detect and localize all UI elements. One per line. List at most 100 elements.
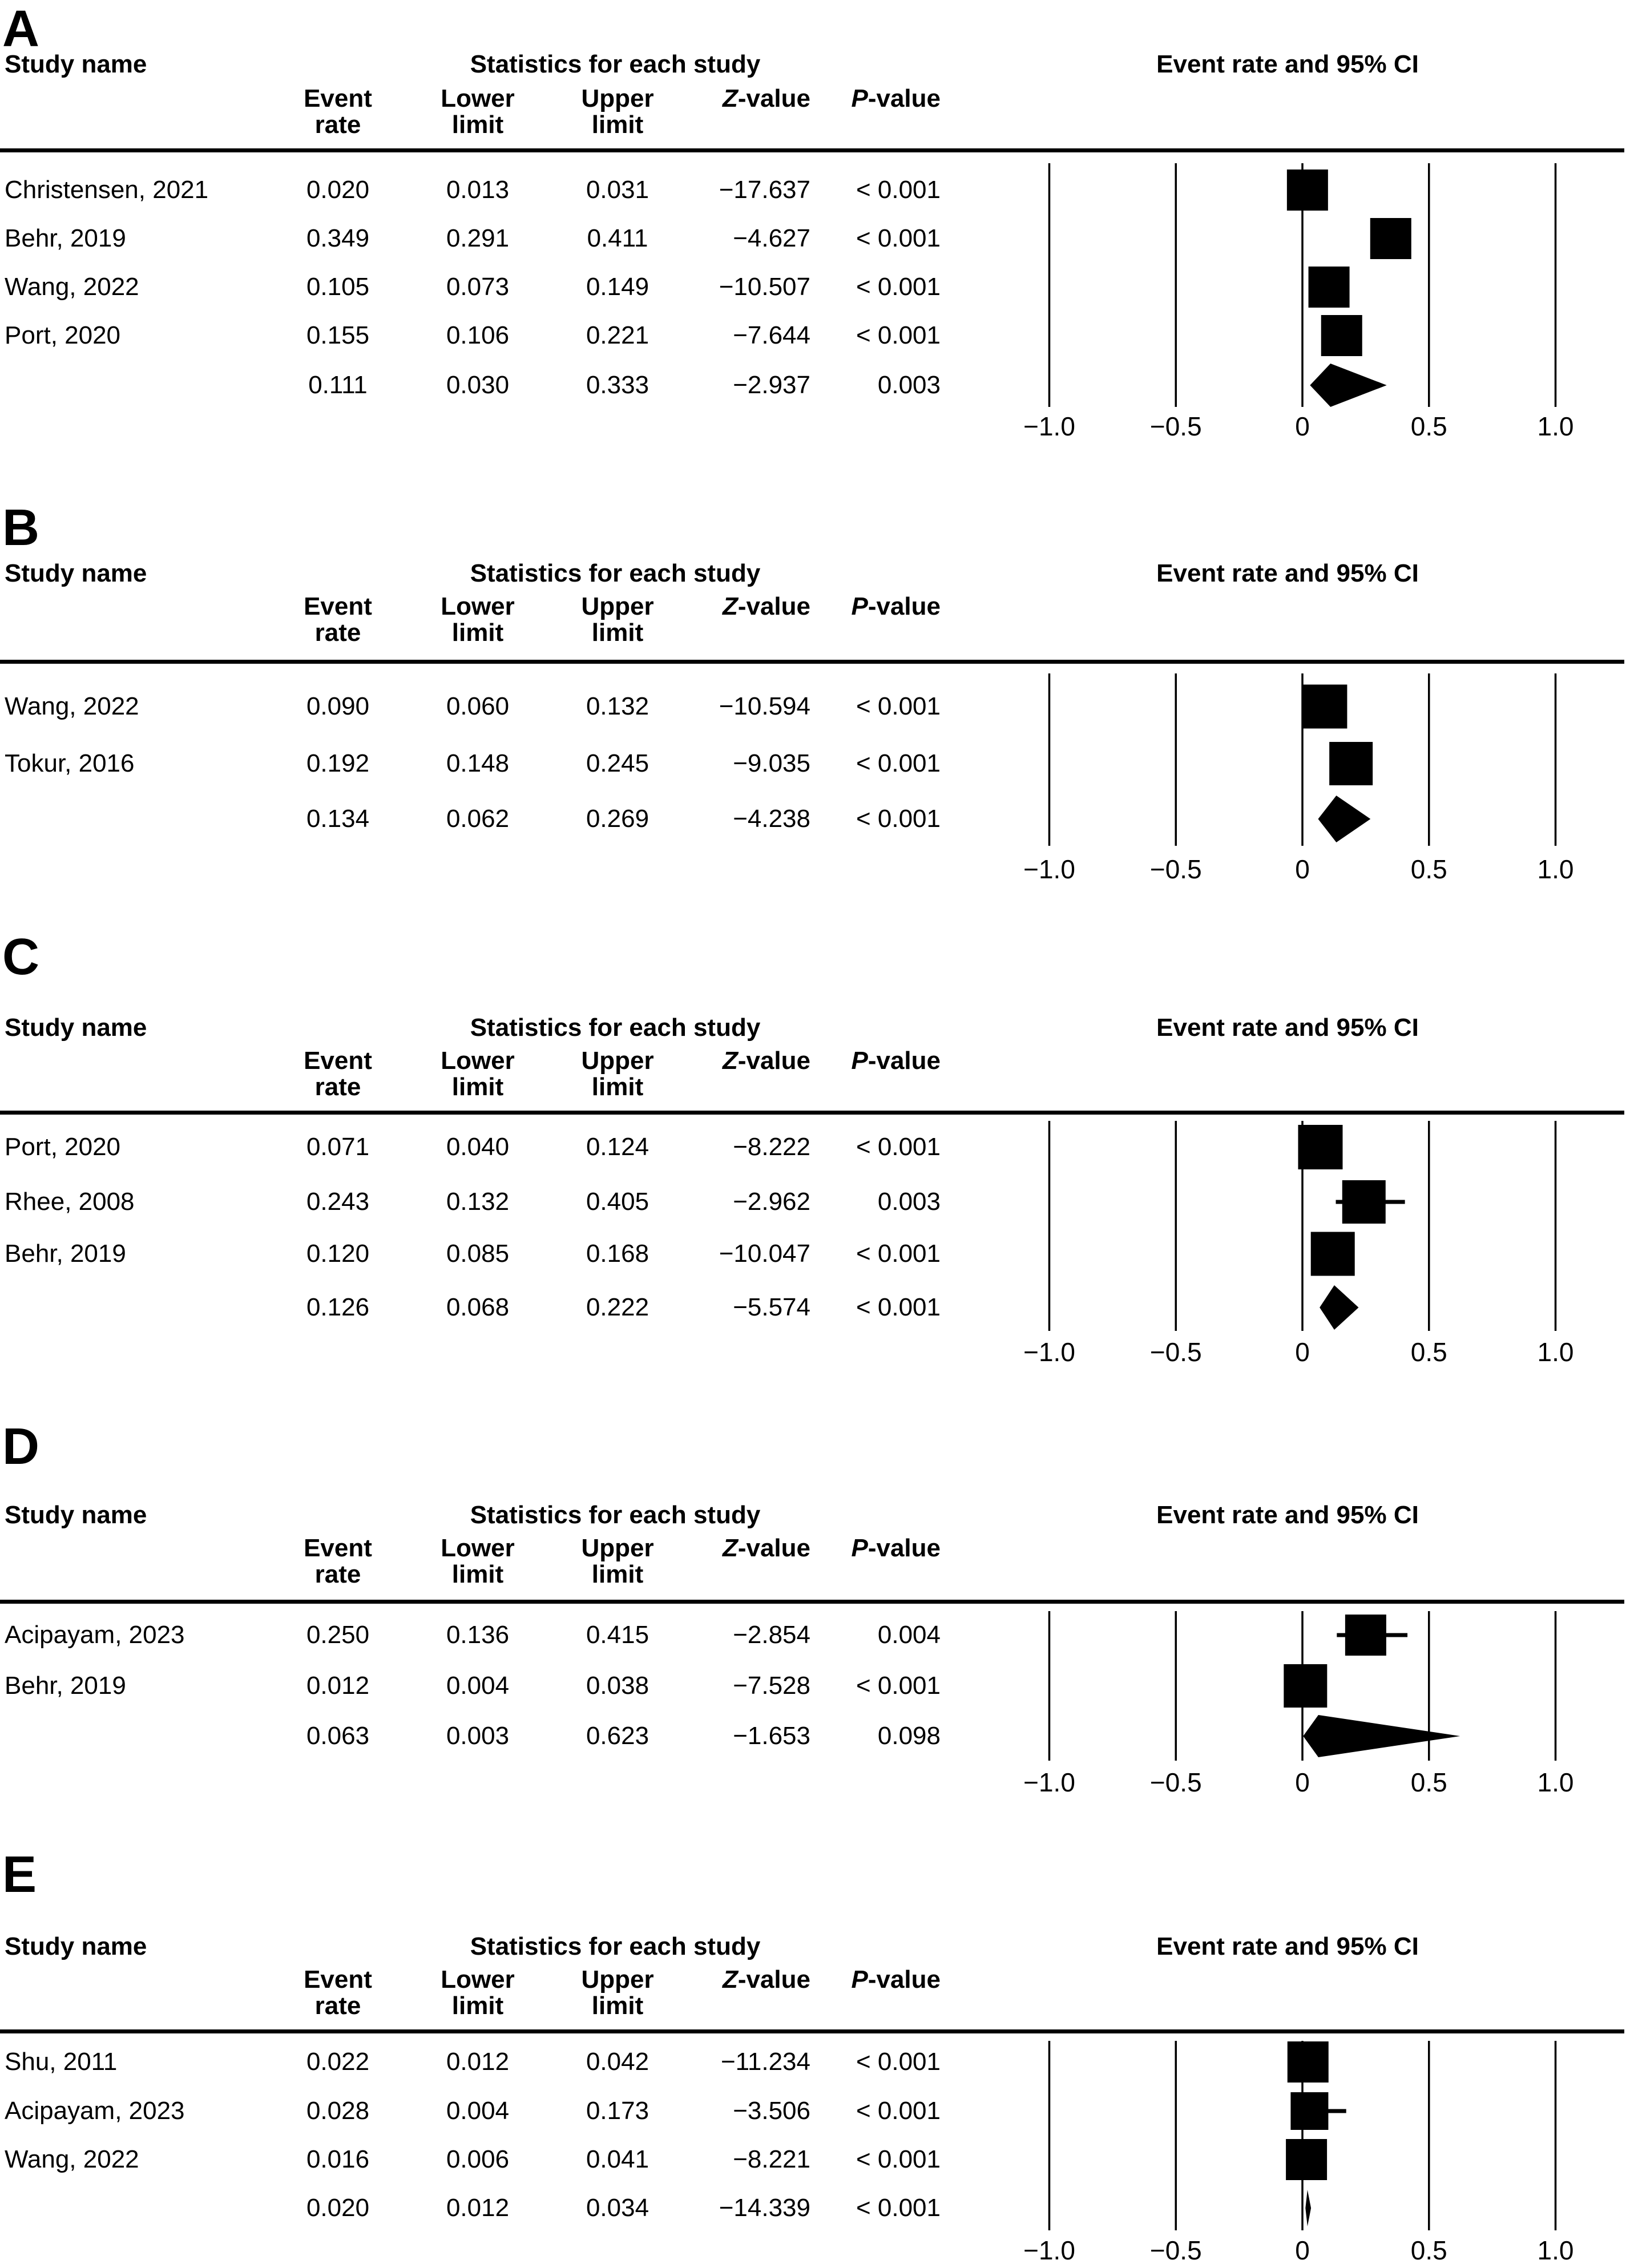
study-square [1287, 2041, 1329, 2083]
upper-limit-cell: 0.038 [586, 1672, 649, 1700]
col-header-lower-limit: limit [451, 111, 504, 139]
header-rule [0, 148, 1624, 152]
study-name-header: Study name [5, 1501, 147, 1529]
plot-title: Event rate and 95% CI [1156, 559, 1419, 587]
col-header-event-rate: Event [304, 84, 372, 112]
x-tick-label: −0.5 [1149, 1767, 1202, 1797]
lower-limit-cell: 0.085 [446, 1240, 510, 1268]
upper-limit-cell: 0.415 [586, 1621, 649, 1649]
upper-limit-cell: 0.041 [586, 2145, 649, 2173]
summary-diamond [1310, 364, 1387, 407]
summary-upper-limit-cell: 0.623 [586, 1722, 649, 1750]
forest-plot-b [1048, 673, 1557, 846]
event-rate-cell: 0.020 [306, 176, 370, 204]
z-value-cell: −2.854 [733, 1621, 810, 1649]
col-header-z-value: Z-value [722, 1966, 810, 1993]
x-tick-label: −1.0 [1023, 854, 1075, 884]
p-value-cell: < 0.001 [856, 224, 941, 252]
plot-title: Event rate and 95% CI [1156, 1932, 1419, 1960]
lower-limit-cell: 0.148 [446, 749, 510, 777]
col-header-event-rate: Event [304, 592, 372, 620]
upper-limit-cell: 0.221 [586, 321, 649, 349]
study-name-cell: Behr, 2019 [5, 1672, 126, 1700]
summary-diamond [1320, 1285, 1359, 1330]
col-header-event-rate: Event [304, 1534, 372, 1562]
col-header-event-rate: rate [314, 111, 361, 139]
forest-plot-d [1048, 1611, 1557, 1761]
col-header-event-rate: rate [314, 1560, 361, 1588]
study-name-cell: Port, 2020 [5, 1133, 121, 1161]
event-rate-cell: 0.243 [306, 1188, 370, 1216]
col-header-upper-limit: limit [591, 1073, 644, 1101]
col-header-upper-limit: Upper [581, 1047, 654, 1075]
study-square [1342, 1180, 1386, 1224]
summary-z-value-cell: −1.653 [733, 1722, 810, 1750]
z-value-cell: −7.528 [733, 1672, 810, 1700]
summary-lower-limit-cell: 0.003 [446, 1722, 510, 1750]
x-tick-label: 0 [1295, 411, 1310, 441]
col-header-upper-limit: Upper [581, 84, 654, 112]
z-value-cell: −9.035 [733, 749, 810, 777]
p-value-cell: < 0.001 [856, 321, 941, 349]
x-tick-label: −1.0 [1023, 411, 1075, 441]
col-header-lower-limit: Lower [441, 1966, 515, 1993]
p-value-cell: 0.004 [877, 1621, 941, 1649]
summary-lower-limit-cell: 0.062 [446, 805, 510, 833]
col-header-event-rate: Event [304, 1966, 372, 1993]
col-header-event-rate: rate [314, 619, 361, 647]
col-header-upper-limit: limit [591, 1560, 644, 1588]
z-value-cell: −17.637 [719, 176, 810, 204]
panel-letter-c: C [2, 929, 39, 986]
col-header-lower-limit: limit [451, 619, 504, 647]
p-value-cell: < 0.001 [856, 1240, 941, 1268]
event-rate-cell: 0.012 [306, 1672, 370, 1700]
lower-limit-cell: 0.060 [446, 692, 510, 720]
upper-limit-cell: 0.042 [586, 2048, 649, 2076]
italic-letter: Z [722, 592, 738, 620]
col-header-p-value: P-value [851, 1047, 941, 1075]
summary-lower-limit-cell: 0.068 [446, 1293, 510, 1321]
event-rate-cell: 0.022 [306, 2048, 370, 2076]
upper-limit-cell: 0.245 [586, 749, 649, 777]
lower-limit-cell: 0.006 [446, 2145, 510, 2173]
upper-limit-cell: 0.168 [586, 1240, 649, 1268]
lower-limit-cell: 0.004 [446, 1672, 510, 1700]
summary-z-value-cell: −4.238 [733, 805, 810, 833]
study-square [1290, 2092, 1329, 2130]
z-value-cell: −7.644 [733, 321, 810, 349]
upper-limit-cell: 0.405 [586, 1188, 649, 1216]
col-header-lower-limit: Lower [441, 1047, 515, 1075]
lower-limit-cell: 0.106 [446, 321, 510, 349]
plot-title: Event rate and 95% CI [1156, 1501, 1419, 1529]
upper-limit-cell: 0.411 [587, 224, 648, 252]
study-name-cell: Acipayam, 2023 [5, 2097, 185, 2125]
event-rate-cell: 0.028 [306, 2097, 370, 2125]
upper-limit-cell: 0.031 [586, 176, 649, 204]
p-value-cell: < 0.001 [856, 2145, 941, 2173]
col-header-lower-limit: limit [451, 1992, 504, 2020]
x-tick-label: 0.5 [1410, 1337, 1447, 1367]
summary-diamond [1303, 1715, 1460, 1757]
study-square [1286, 170, 1328, 211]
italic-letter: Z [722, 84, 738, 112]
p-value-cell: < 0.001 [856, 749, 941, 777]
summary-diamond [1318, 796, 1371, 842]
lower-limit-cell: 0.004 [446, 2097, 510, 2125]
study-name-cell: Shu, 2011 [5, 2048, 118, 2076]
italic-letter: P [851, 1534, 868, 1562]
col-header-lower-limit: limit [451, 1073, 504, 1101]
lower-limit-cell: 0.291 [446, 224, 510, 252]
col-header-upper-limit: Upper [581, 1534, 654, 1562]
study-square [1321, 315, 1362, 356]
p-value-cell: < 0.001 [856, 176, 941, 204]
col-header-lower-limit: limit [451, 1560, 504, 1588]
summary-lower-limit-cell: 0.012 [446, 2194, 510, 2222]
study-square [1310, 1232, 1355, 1276]
col-header-event-rate: Event [304, 1047, 372, 1075]
col-header-event-rate: rate [314, 1073, 361, 1101]
summary-upper-limit-cell: 0.222 [586, 1293, 649, 1321]
x-tick-label: −0.5 [1149, 411, 1202, 441]
forest-plot-e [1048, 2041, 1557, 2230]
x-tick-label: −0.5 [1149, 854, 1202, 884]
italic-letter: Z [722, 1047, 738, 1075]
